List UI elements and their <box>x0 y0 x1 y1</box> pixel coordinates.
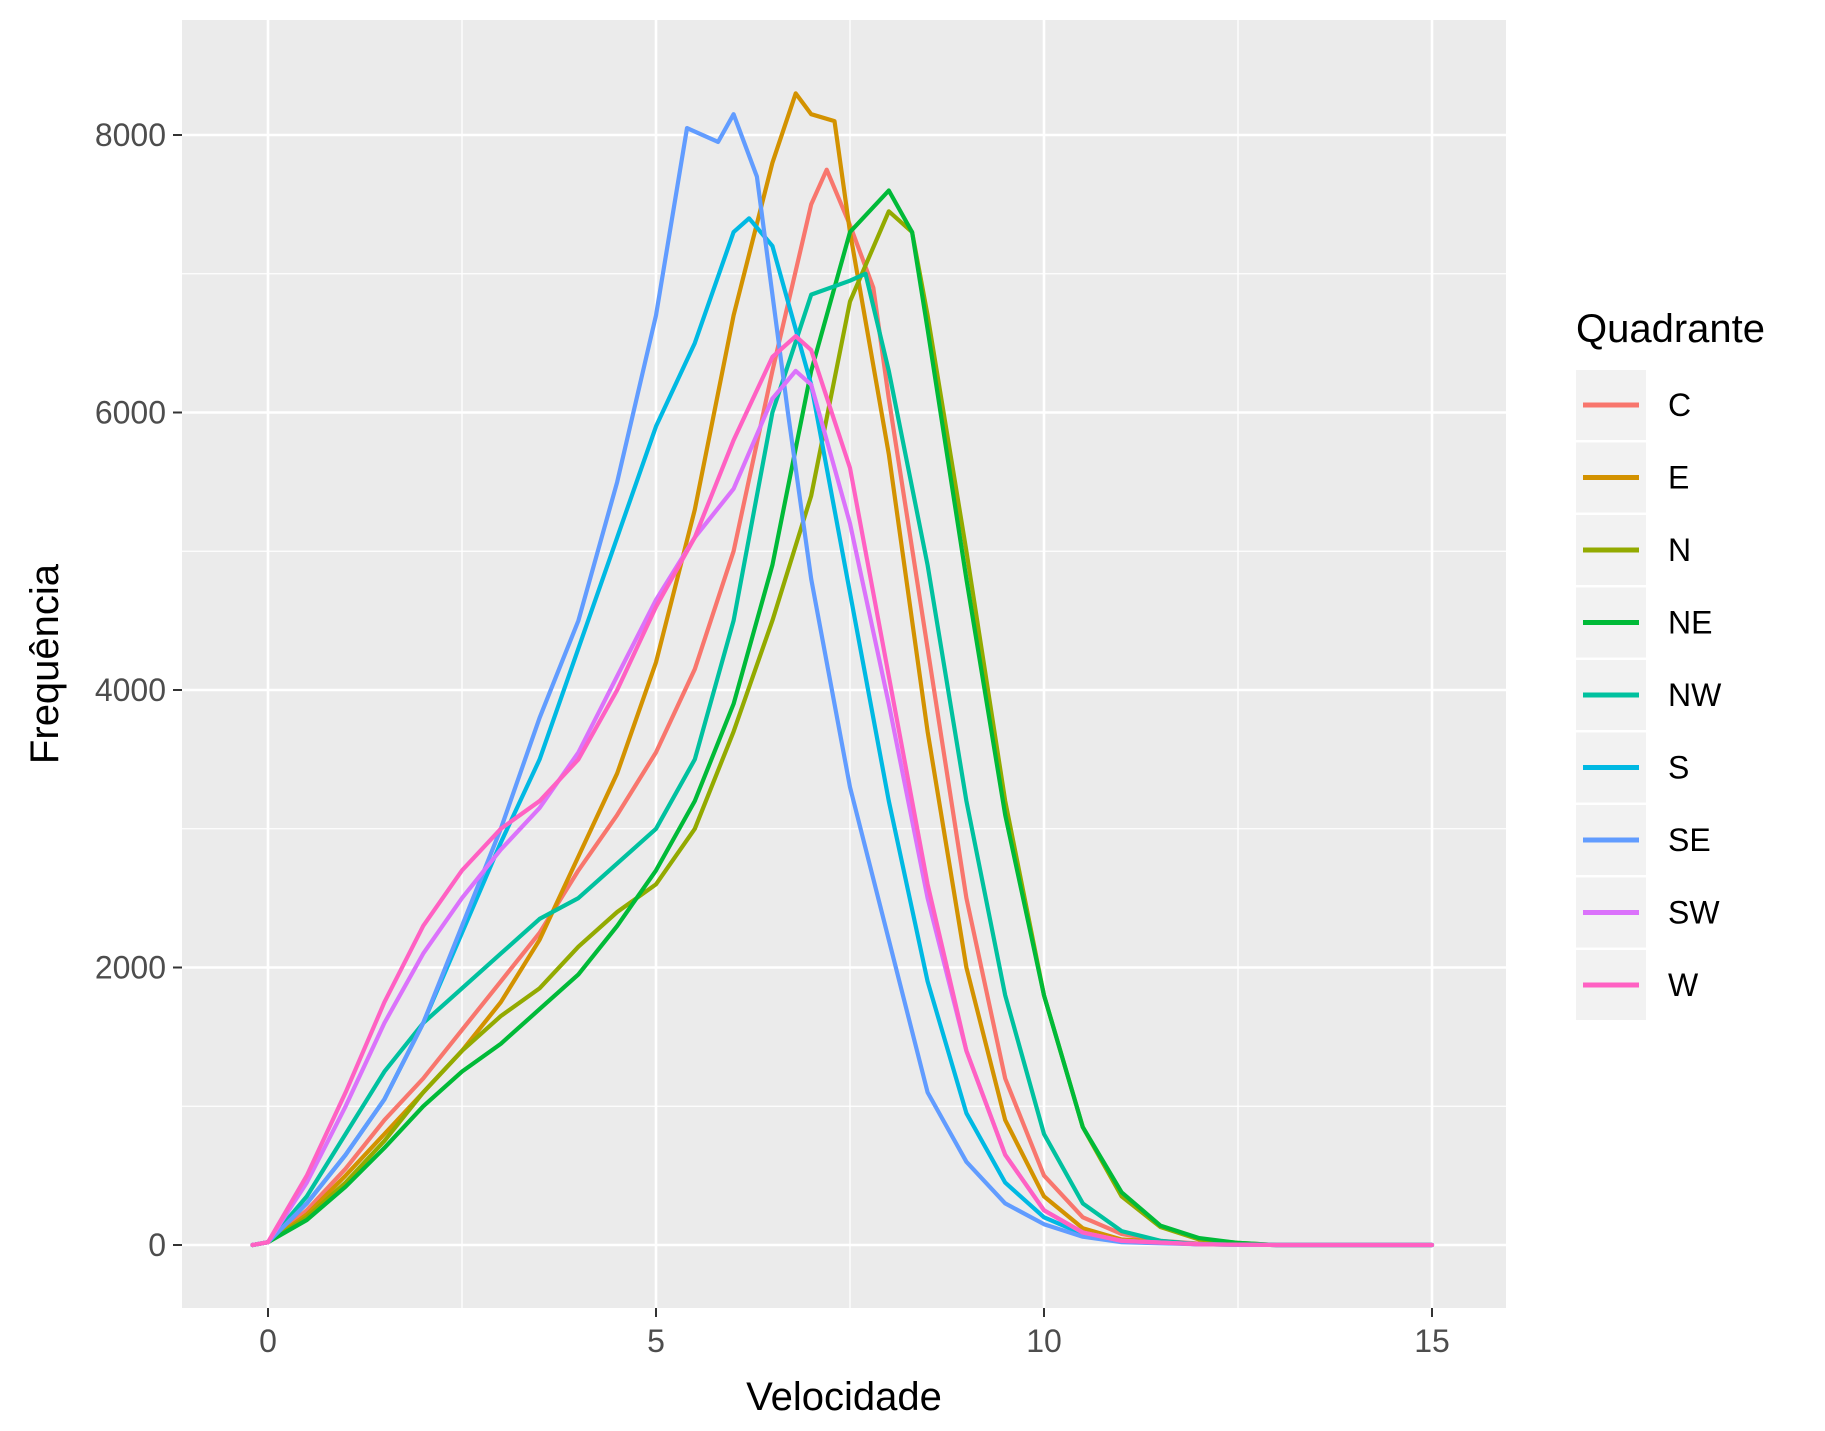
y-tick-label: 0 <box>148 1227 166 1263</box>
major-gridlines <box>182 20 1506 1308</box>
legend-label: E <box>1668 460 1689 496</box>
series-line-se <box>250 112 1435 1248</box>
legend-label: S <box>1668 750 1689 786</box>
x-axis-title: Velocidade <box>746 1375 942 1419</box>
legend-label: SW <box>1668 895 1720 931</box>
y-axis-ticks: 0 2000 4000 6000 8000 <box>95 117 182 1263</box>
legend: Quadrante C EN NE NW S SE SW W <box>1576 307 1765 1020</box>
legend-item-s: S <box>1576 732 1689 803</box>
legend-items: C EN NE NW S SE SW W <box>1576 370 1722 1020</box>
legend-item-se: SE <box>1576 805 1711 875</box>
series-line-ne <box>250 188 1435 1248</box>
legend-label: NW <box>1668 677 1722 713</box>
x-tick-label: 0 <box>259 1323 277 1359</box>
legend-label: N <box>1668 532 1691 568</box>
legend-label: SE <box>1668 822 1711 858</box>
y-tick-label: 8000 <box>95 117 166 153</box>
y-tick-label: 6000 <box>95 395 166 431</box>
legend-label: W <box>1668 967 1699 1003</box>
series-line-c <box>250 167 1435 1248</box>
x-axis-ticks: 0 5 10 15 <box>259 1308 1450 1359</box>
legend-item-e: E <box>1576 442 1689 513</box>
x-tick-label: 15 <box>1414 1323 1450 1359</box>
series-line-n <box>250 209 1435 1248</box>
legend-item-w: W <box>1576 950 1699 1020</box>
y-tick-label: 2000 <box>95 950 166 986</box>
legend-title: Quadrante <box>1576 307 1765 351</box>
legend-item-ne: NE <box>1576 587 1712 658</box>
legend-label: NE <box>1668 605 1712 641</box>
x-tick-label: 10 <box>1026 1323 1062 1359</box>
legend-item-sw: SW <box>1576 877 1720 948</box>
series-lines <box>250 91 1435 1248</box>
legend-item-n: N <box>1576 515 1691 585</box>
series-line-nw <box>250 271 1435 1248</box>
x-tick-label: 5 <box>647 1323 665 1359</box>
y-axis-title: Frequência <box>23 563 67 764</box>
legend-item-c: C <box>1576 370 1691 440</box>
legend-label: C <box>1668 387 1691 423</box>
series-line-w <box>250 334 1435 1248</box>
y-tick-label: 4000 <box>95 672 166 708</box>
legend-item-nw: NW <box>1576 660 1722 730</box>
panel-background <box>182 20 1506 1308</box>
